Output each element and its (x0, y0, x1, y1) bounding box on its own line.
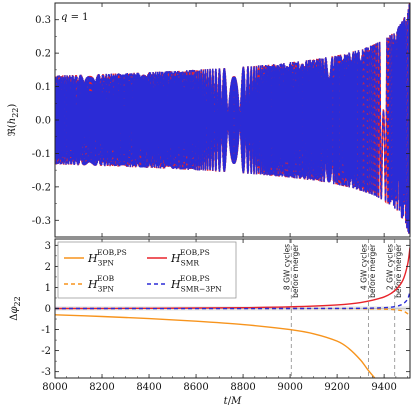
waveform-series-dashed (55, 3, 410, 234)
x-tick-label: 9200 (324, 382, 349, 393)
legend-superscript: EOB,PS (180, 274, 210, 283)
phase-series-smr-ps (55, 247, 410, 310)
phase-series-3pn-ps (55, 314, 376, 378)
waveform-panel: -0.3 -0.2 -0.1 0.0 0.1 0.2 0.3 q = 1 ℜ(h22) (7, 2, 411, 238)
legend-label: HSMR−3PN (170, 278, 222, 294)
y-tick-label-top: -0.3 (32, 216, 51, 227)
mass-ratio-annotation: q = 1 (61, 12, 89, 23)
legend-superscript: EOB (97, 274, 115, 283)
y-tick-label-bottom: -1 (41, 325, 51, 336)
phase-difference-panel: 8 GW cyclesbefore merger 4 GW cyclesbefor… (9, 238, 411, 406)
y-tick-label-top: -0.2 (32, 182, 51, 193)
y-tick-label-top: 0.1 (35, 82, 51, 93)
y-tick-label-bottom: -2 (41, 346, 51, 357)
x-tick-label: 8200 (89, 382, 114, 393)
y-axis-label-top: ℜ(h22) (7, 104, 20, 137)
legend-label: H3PN (87, 252, 114, 268)
x-tick-label: 8800 (230, 382, 255, 393)
y-tick-label-bottom: 3 (45, 241, 51, 252)
legend-label: H3PN (87, 278, 114, 294)
y-tick-label-bottom: 1 (45, 283, 51, 294)
x-axis-label: t/M (224, 396, 242, 406)
legend: H3PNEOB,PSH3PNEOBHSMREOB,PSHSMR−3PNEOB,P… (57, 241, 237, 299)
y-tick-label-bottom: -3 (41, 367, 51, 378)
x-tick-label: 8600 (183, 382, 208, 393)
merger-cycle-label: 2 GW cyclesbefore merger (386, 243, 404, 298)
merger-cycle-label: 8 GW cyclesbefore merger (282, 243, 300, 298)
y-tick-label-top: 0.2 (35, 49, 51, 60)
y-tick-label-bottom: 2 (45, 262, 51, 273)
x-tick-label: 9400 (371, 382, 396, 393)
legend-superscript: EOB,PS (180, 248, 210, 257)
y-tick-label-top: 0.0 (35, 116, 51, 127)
x-tick-label: 8000 (42, 382, 67, 393)
x-tick-label: 8400 (136, 382, 161, 393)
merger-cycle-label: 4 GW cyclesbefore merger (359, 243, 377, 298)
x-tick-label: 9000 (277, 382, 302, 393)
phase-series-smr-3pn-ps (55, 291, 410, 310)
legend-label: HSMR (170, 252, 199, 268)
legend-superscript: EOB,PS (97, 248, 127, 257)
y-axis-label-bottom: Δφ22 (9, 296, 22, 320)
y-tick-label-bottom: 0 (45, 304, 51, 315)
legend-box (57, 241, 237, 299)
y-tick-label-top: -0.1 (32, 149, 51, 160)
y-tick-label-top: 0.3 (35, 15, 51, 26)
